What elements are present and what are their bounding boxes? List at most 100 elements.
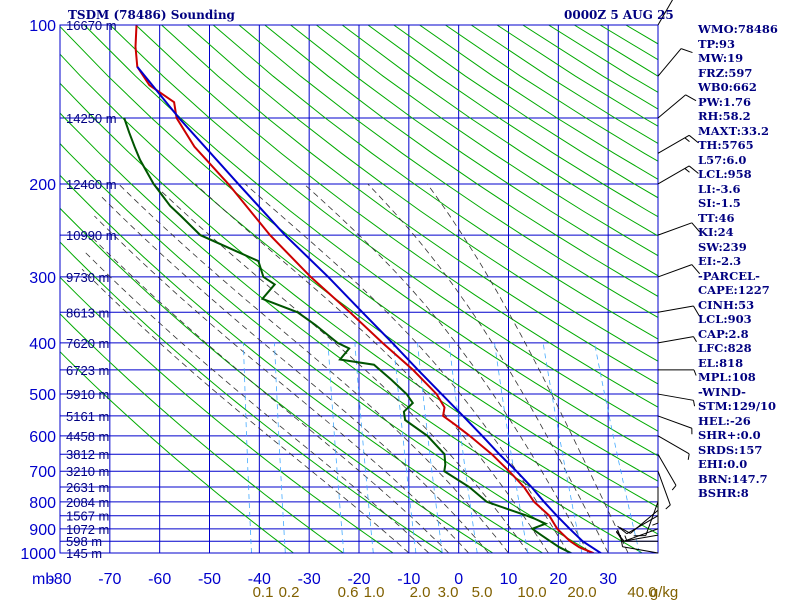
sounding-title: TSDM (78486) Sounding [68, 8, 235, 22]
wind-barb [657, 305, 701, 317]
dry-adiabat [60, 350, 295, 553]
height-label: 6723 m [66, 363, 109, 378]
index-row: CINH:53 [698, 297, 755, 312]
sounding-datetime: 0000Z 5 AUG 25 [564, 8, 674, 22]
temperature-tick-label: -60 [148, 571, 171, 588]
index-row: STM:129/10 [698, 399, 777, 413]
temperature-tick-label: -10 [397, 571, 420, 588]
wind-barb-flag [691, 264, 701, 275]
mixing-ratio-line [354, 342, 374, 553]
height-label: 4458 m [66, 429, 109, 444]
wind-barb-flag [691, 222, 701, 233]
height-label: 16670 m [66, 18, 117, 33]
moist-adiabat [426, 183, 629, 553]
temperature-tick-label: 30 [599, 571, 617, 588]
dry-adiabat [60, 313, 345, 553]
dry-adiabat [60, 112, 644, 553]
height-label: 3210 m [66, 464, 109, 479]
mixing-ratio-label: 5.0 [472, 584, 493, 600]
mixing-ratio-label: 0.2 [279, 584, 300, 600]
wind-barb-flag [688, 165, 699, 174]
wind-barb-flag [687, 453, 690, 460]
index-row: CAP:2.8 [698, 326, 749, 341]
wind-barb-staff [657, 165, 690, 185]
mixing-ratio-line [393, 342, 417, 553]
wind-barb [657, 453, 677, 491]
index-row: TP:93 [698, 36, 736, 51]
index-row: LCL:903 [698, 312, 752, 326]
wind-barb-staff [657, 393, 694, 401]
height-label: 12460 m [66, 177, 117, 192]
wind-barb-staff [657, 336, 694, 344]
wind-barb-flag [688, 134, 699, 144]
wind-barb-staff [657, 453, 677, 486]
wind-barb-flag [692, 400, 696, 407]
wind-barb-flag [615, 531, 625, 542]
index-row: BRN:147.7 [698, 471, 768, 486]
moist-adiabat [94, 215, 469, 553]
dewpoint-profile [123, 117, 574, 553]
index-row: MW:19 [698, 51, 744, 65]
mixing-ratio-line [243, 342, 252, 553]
wind-barb-flag [693, 305, 701, 317]
mixing-ratio-line [417, 342, 443, 553]
wind-barb-staff [657, 415, 692, 429]
mixing-ratio-line [594, 342, 640, 553]
wind-barb-flag [684, 168, 690, 173]
temperature-tick-label: 10 [500, 571, 518, 588]
pressure-tick-label: 200 [29, 177, 56, 194]
wind-barb-staff [645, 501, 659, 536]
wind-barb-staff [657, 94, 686, 119]
wind-barb [617, 515, 659, 535]
height-label: 598 m [66, 534, 102, 549]
index-row: EHI:0.0 [698, 457, 748, 471]
wind-barb-staff [657, 222, 692, 236]
dry-adiabat [135, 25, 658, 408]
index-row: WMO:78486 [698, 22, 778, 36]
index-row: LCL:958 [698, 167, 752, 181]
dry-adiabat [161, 25, 658, 385]
height-label: 2631 m [66, 480, 109, 495]
moist-adiabat [153, 183, 529, 553]
dry-adiabat [264, 25, 658, 297]
wind-barb-flag [652, 522, 659, 526]
mixing-ratio-line [274, 342, 286, 553]
index-row: WB0:662 [698, 80, 757, 94]
height-label: 14250 m [66, 111, 117, 126]
index-row: MPL:108 [698, 370, 756, 384]
mixing-ratio-label: 0.1 [253, 584, 274, 600]
wind-barb [657, 0, 674, 26]
dry-adiabat [60, 276, 394, 553]
index-row: HEL:-26 [698, 413, 751, 428]
mixing-ratio-label: 10.0 [517, 584, 546, 600]
temperature-tick-label: 0 [454, 571, 463, 588]
index-row: KI:24 [698, 225, 734, 239]
pressure-tick-label: 300 [29, 270, 56, 287]
temperature-tick-label: -50 [198, 571, 221, 588]
parcel-profile [136, 66, 603, 553]
wind-barb-flag [685, 94, 697, 102]
moist-adiabat [118, 183, 509, 553]
index-row: -PARCEL- [698, 268, 760, 283]
wind-barb-staff [657, 134, 690, 154]
wind-barb [657, 415, 693, 435]
moist-adiabat [99, 194, 489, 553]
height-label: 1567 m [66, 509, 109, 524]
mixing-ratio-label: 3.0 [438, 584, 459, 600]
dry-adiabat [238, 25, 658, 319]
wind-barb-staff [657, 48, 682, 77]
index-row: EL:818 [698, 355, 744, 370]
wind-barb-flag [693, 336, 697, 343]
dry-adiabat [60, 142, 594, 553]
height-label: 7620 m [66, 336, 109, 351]
wind-barb-staff [657, 435, 690, 455]
pressure-tick-label: 1000 [20, 546, 56, 563]
index-row: LI:-3.6 [698, 181, 741, 196]
index-row: BSHR:8 [698, 486, 749, 500]
wind-barb-staff [626, 515, 659, 535]
index-row: PW:1.76 [698, 94, 752, 109]
wind-barb-flag [619, 527, 631, 534]
moist-adiabat [303, 183, 589, 553]
wind-barb [657, 435, 690, 460]
